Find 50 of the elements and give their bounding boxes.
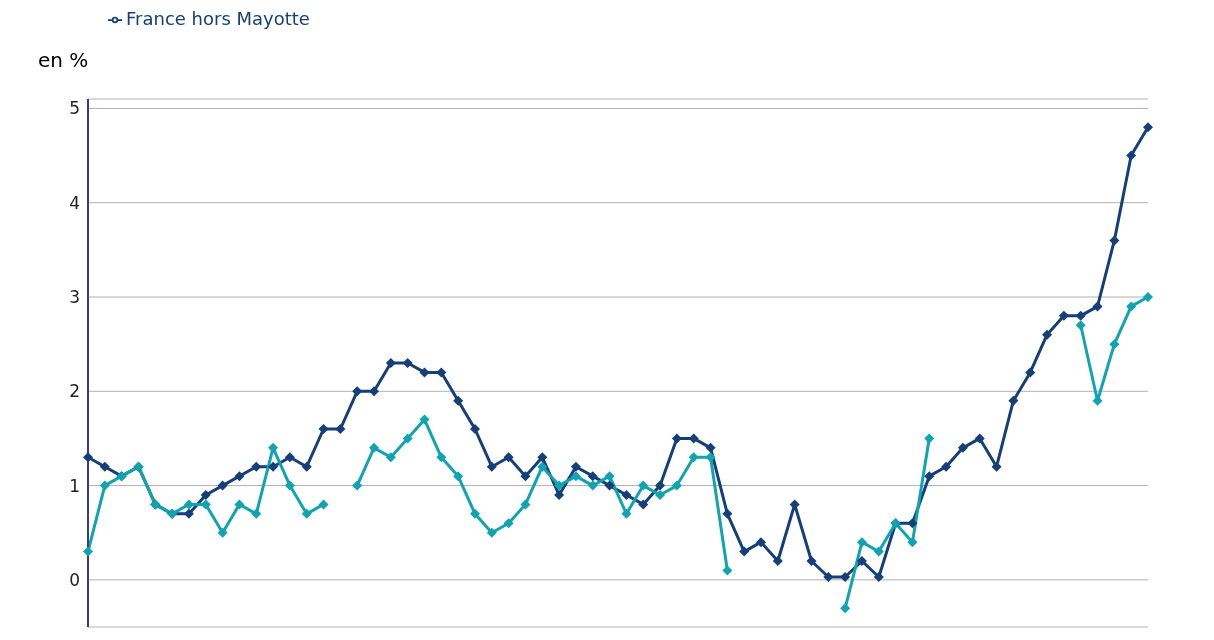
point [217, 527, 228, 538]
point [99, 480, 110, 491]
point [520, 499, 531, 510]
point [688, 452, 699, 463]
point [856, 537, 867, 548]
y-tick-label: 1 [69, 475, 80, 496]
point [83, 546, 93, 557]
point [554, 480, 565, 491]
point [234, 499, 245, 510]
y-tick-label: 4 [69, 192, 80, 213]
point [840, 603, 851, 614]
point [268, 442, 279, 453]
point [621, 508, 632, 519]
point [1075, 320, 1086, 331]
point [369, 442, 380, 453]
y-axis-title: en % [38, 48, 89, 72]
point [251, 508, 262, 519]
point [1143, 292, 1153, 302]
point [907, 537, 918, 548]
point [385, 452, 396, 463]
point [419, 414, 430, 425]
point [352, 480, 363, 491]
point [655, 490, 666, 500]
y-tick-label: 0 [69, 569, 80, 590]
point [587, 480, 598, 491]
y-tick-label: 2 [69, 381, 80, 402]
point [318, 499, 329, 510]
y-tick-label: 3 [69, 287, 80, 308]
point [301, 508, 312, 519]
point [722, 565, 733, 576]
legend-label: France hors Mayotte [126, 8, 310, 29]
point [570, 471, 581, 482]
point [503, 518, 514, 529]
point [1126, 301, 1137, 312]
point [436, 452, 447, 463]
point [537, 461, 548, 472]
point [638, 480, 649, 491]
point [402, 433, 413, 444]
point [284, 480, 295, 491]
point [453, 471, 464, 482]
point [873, 546, 884, 557]
point [1109, 339, 1120, 350]
point [705, 452, 716, 463]
point [469, 508, 480, 519]
point [486, 527, 497, 538]
point [183, 499, 194, 510]
point [604, 471, 615, 482]
point [671, 480, 682, 491]
y-tick-label: 5 [69, 98, 80, 119]
point [924, 433, 935, 444]
